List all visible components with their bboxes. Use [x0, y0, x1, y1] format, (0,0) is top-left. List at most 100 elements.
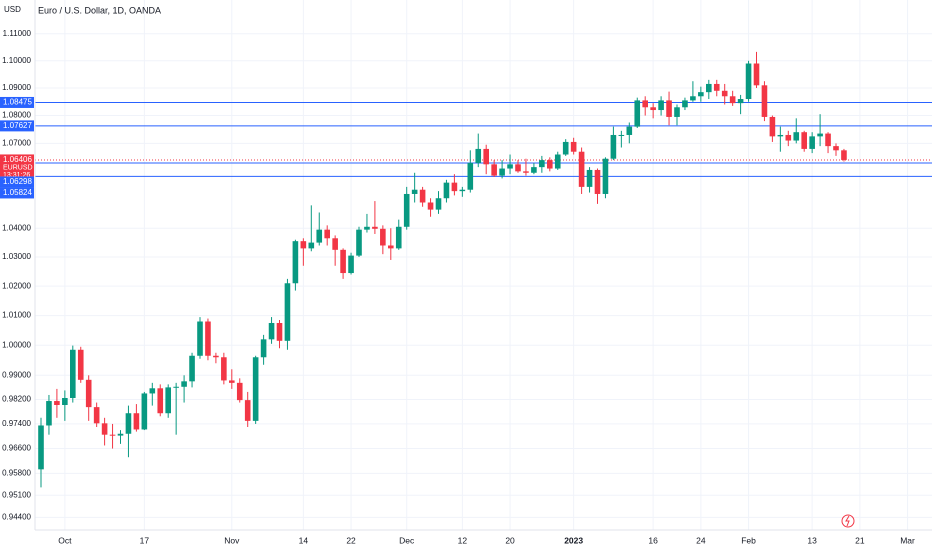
- candle-body: [252, 357, 259, 421]
- candle-body: [785, 134, 792, 141]
- x-tick-label: Nov: [224, 535, 240, 545]
- candle-body: [85, 379, 92, 408]
- x-tick-label: Oct: [58, 535, 72, 545]
- candle-body: [483, 148, 489, 165]
- candle-body: [721, 90, 728, 97]
- candle-body: [737, 99, 744, 104]
- candle-body: [491, 164, 497, 176]
- candle-body: [340, 249, 346, 274]
- y-tick-label: 0.97400: [2, 419, 31, 428]
- candle-body: [316, 229, 323, 243]
- candle-body: [451, 182, 458, 192]
- candle-body: [650, 107, 656, 111]
- candle-body: [475, 148, 482, 163]
- price-tag: [0, 187, 34, 199]
- candle-body: [562, 141, 569, 155]
- icon-bolt[interactable]: [845, 515, 850, 527]
- candle-body: [809, 136, 815, 149]
- candle-body: [356, 229, 362, 256]
- candle-body: [467, 162, 474, 190]
- candle-body: [769, 116, 776, 137]
- candle-body: [777, 134, 784, 137]
- candle-body: [133, 413, 140, 430]
- candle-body: [165, 387, 171, 414]
- x-tick-label: 13: [807, 535, 817, 545]
- candle-body: [634, 100, 641, 127]
- alert-icon[interactable]: [841, 514, 855, 528]
- candle-body: [93, 407, 100, 424]
- price-tag: [0, 120, 34, 132]
- price-tags: 1.08475 1.07627 1.06406EURUSD13:31:261.062…: [0, 96, 34, 199]
- candle-body: [626, 126, 633, 135]
- candles: [38, 51, 847, 488]
- candle-body: [403, 193, 410, 227]
- candle-body: [554, 154, 561, 169]
- candle-body: [602, 158, 609, 194]
- candle-body: [658, 100, 664, 111]
- candle-body: [745, 63, 752, 100]
- y-tick-label: 1.03000: [2, 252, 31, 261]
- x-tick-label: 14: [299, 535, 309, 545]
- y-tick-label: 1.04000: [2, 223, 31, 232]
- candle-body: [642, 100, 648, 108]
- candle-body: [825, 133, 831, 147]
- price-tag-label: 1.06298: [3, 177, 32, 186]
- y-tick-label: 0.96600: [2, 444, 31, 453]
- y-tick-label: 1.11000: [3, 29, 32, 38]
- candle-body: [586, 169, 593, 187]
- candle-body: [54, 401, 60, 405]
- candle-body: [706, 83, 712, 93]
- candle-body: [729, 96, 736, 104]
- price-tag-label: 1.06406: [3, 155, 32, 164]
- x-tick-label: 16: [648, 535, 658, 545]
- candle-body: [109, 434, 116, 436]
- candle-body: [698, 92, 704, 97]
- candle-body: [117, 433, 124, 436]
- candle-body: [125, 413, 132, 434]
- candle-body: [221, 357, 227, 381]
- price-tag: [0, 96, 34, 108]
- x-tick-label: 2023: [564, 535, 583, 545]
- y-tick-label: 1.09000: [2, 83, 31, 92]
- price-tag: [0, 176, 34, 188]
- x-tick-label: Dec: [399, 535, 415, 545]
- candle-body: [372, 226, 378, 229]
- candle-body: [618, 134, 625, 136]
- candle-body: [395, 226, 402, 249]
- x-tick-label: 17: [140, 535, 150, 545]
- price-tag-label: EURUSD: [3, 164, 33, 171]
- y-tick-label: 1.08000: [2, 111, 31, 120]
- candle-body: [364, 226, 370, 230]
- x-tick-label: Feb: [741, 535, 756, 545]
- candle-body: [236, 382, 243, 401]
- candle-body: [268, 322, 275, 340]
- candle-body: [499, 168, 505, 176]
- candle-body: [443, 182, 450, 199]
- candle-body: [690, 96, 696, 101]
- candle-body: [173, 386, 179, 388]
- candle-body: [284, 283, 291, 341]
- candle-body: [801, 132, 807, 149]
- icon-circle[interactable]: [841, 514, 855, 528]
- candle-body: [531, 167, 537, 173]
- x-tick-label: 12: [458, 535, 468, 545]
- price-tag-label: 1.07627: [3, 121, 32, 130]
- y-tick-label: 1.07000: [2, 138, 31, 147]
- candle-body: [229, 380, 235, 383]
- candle-body: [189, 355, 195, 382]
- candle-body: [197, 321, 203, 356]
- candle-body: [841, 150, 847, 160]
- candle-body: [300, 241, 307, 249]
- price-tag-label: 13:31:26: [3, 172, 30, 179]
- candle-body: [610, 134, 617, 159]
- y-tick-label: 0.98200: [2, 395, 31, 404]
- candle-body: [213, 355, 219, 358]
- candle-body: [713, 83, 720, 91]
- candle-body: [149, 388, 156, 394]
- x-tick-label: 22: [346, 535, 356, 545]
- candle-body: [380, 228, 386, 246]
- candle-body: [348, 255, 354, 274]
- y-tick-label: 0.99000: [2, 370, 31, 379]
- candle-body: [570, 141, 577, 152]
